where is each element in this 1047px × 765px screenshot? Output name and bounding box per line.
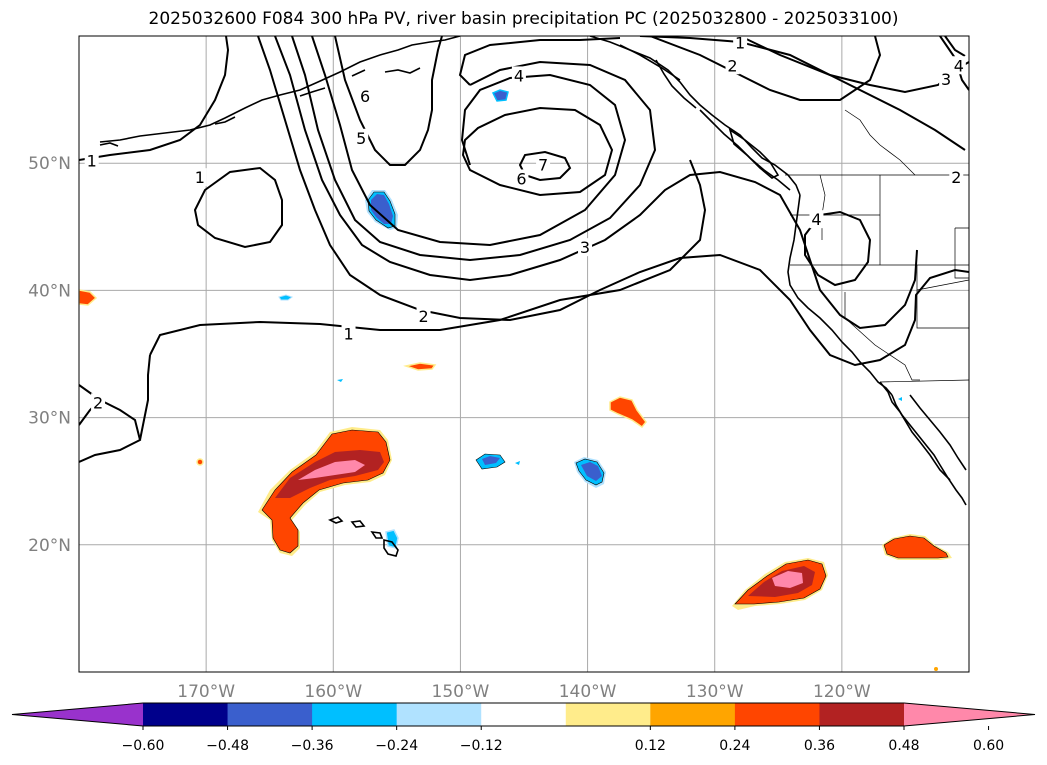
pv-label-background bbox=[358, 86, 373, 105]
pv-contour-label: 3 bbox=[580, 238, 590, 257]
pv-contour-label: 2 bbox=[93, 393, 103, 412]
coastlines bbox=[99, 36, 967, 557]
colorbar: −0.60 −0.48 −0.36 −0.24 −0.12 0.12 0.24 0.36 0.4… bbox=[11, 702, 1036, 754]
colorbar-tick-label: −0.60 bbox=[122, 738, 165, 754]
colorbar-segment bbox=[312, 703, 398, 726]
pv-contour-2 bbox=[257, 36, 969, 367]
colorbar-segment bbox=[819, 703, 905, 726]
pv-contour-label: 7 bbox=[538, 155, 548, 174]
longitude-labels: 170°W 160°W 150°W 140°W 130°W 120°W bbox=[177, 682, 871, 702]
colorbar-segment bbox=[481, 703, 567, 726]
pv-label-background bbox=[91, 393, 106, 412]
colorbar-tick-label: 0.36 bbox=[804, 738, 835, 754]
pv-label-background bbox=[809, 210, 824, 229]
pv-label-background bbox=[416, 306, 431, 325]
pv-contour-label: 3 bbox=[941, 70, 951, 89]
pv-contour-label: 2 bbox=[727, 56, 737, 75]
pv-label-background bbox=[949, 168, 964, 187]
lon-tick-label: 150°W bbox=[432, 682, 490, 702]
colorbar-tick-label: 0.24 bbox=[719, 738, 750, 754]
pv-label-background bbox=[341, 324, 356, 343]
pv-contour-label: 6 bbox=[516, 169, 526, 188]
pv-label-background bbox=[511, 66, 526, 85]
pv-contour-label: 1 bbox=[87, 152, 97, 171]
colorbar-segment bbox=[396, 703, 482, 726]
pv-contour-3 bbox=[274, 36, 918, 330]
colorbar-segment bbox=[565, 703, 651, 726]
pv-contour-1-closed bbox=[193, 166, 283, 249]
pv-contour-label: 4 bbox=[514, 66, 524, 85]
lat-tick-label: 40°N bbox=[28, 281, 71, 301]
colorbar-tick-label: −0.24 bbox=[375, 738, 418, 754]
lon-tick-label: 130°W bbox=[686, 682, 744, 702]
pv-contour-label: 1 bbox=[343, 325, 353, 344]
pv-contour-4 bbox=[291, 36, 657, 262]
colorbar-segment bbox=[650, 703, 736, 726]
lon-tick-label: 120°W bbox=[813, 682, 871, 702]
pv-label-background bbox=[578, 238, 593, 257]
gridlines bbox=[79, 36, 969, 672]
lat-tick-label: 50°N bbox=[28, 154, 71, 174]
pv-contour-label: 2 bbox=[418, 307, 428, 326]
colorbar-extend-max bbox=[904, 703, 1035, 726]
colorbar-segment bbox=[227, 703, 313, 726]
pv-contour-label: 5 bbox=[356, 129, 366, 148]
latitude-labels: 50°N 40°N 30°N 20°N bbox=[28, 154, 71, 556]
precip-positive-shading bbox=[79, 289, 952, 671]
pv-label-background bbox=[536, 155, 551, 174]
map-frame bbox=[78, 35, 970, 673]
pv-label-background bbox=[354, 128, 369, 147]
colorbar-segment bbox=[143, 703, 229, 726]
colorbar-tick-label: −0.36 bbox=[291, 738, 334, 754]
pv-label-background bbox=[84, 151, 99, 170]
pv-contour-label: 6 bbox=[360, 87, 370, 106]
lat-tick-label: 20°N bbox=[28, 536, 71, 556]
colorbar-segment bbox=[734, 703, 820, 726]
colorbar-tick-label: −0.48 bbox=[206, 738, 249, 754]
pv-label-background bbox=[725, 56, 740, 75]
pv-contour-label: 1 bbox=[735, 33, 745, 52]
pv-contour-label: 2 bbox=[951, 168, 961, 187]
map-title: 2025032600 F084 300 hPa PV, river basin … bbox=[148, 9, 899, 29]
colorbar-tick-label: 0.48 bbox=[888, 738, 919, 754]
pv-contour-label: 4 bbox=[954, 56, 964, 75]
lat-tick-label: 30°N bbox=[28, 409, 71, 429]
lon-tick-label: 160°W bbox=[304, 682, 362, 702]
political-borders bbox=[785, 109, 969, 383]
pv-label-background bbox=[733, 36, 748, 52]
precip-blob-137w bbox=[609, 396, 647, 429]
pv-contour-label: 1 bbox=[195, 168, 205, 187]
pv-contour-7 bbox=[518, 150, 572, 182]
lon-tick-label: 170°W bbox=[177, 682, 235, 702]
pv-label-background bbox=[951, 56, 966, 75]
pv-contours bbox=[79, 36, 969, 463]
pv-contour-5 bbox=[311, 36, 627, 247]
pv-label-background bbox=[939, 70, 954, 89]
colorbar-tick-label: −0.12 bbox=[460, 738, 503, 754]
precip-negative-shading bbox=[278, 89, 902, 549]
colorbar-tick-label: 0.60 bbox=[973, 738, 1004, 754]
pv-label-background bbox=[514, 169, 529, 188]
colorbar-extend-min bbox=[12, 703, 143, 726]
lon-tick-label: 140°W bbox=[559, 682, 617, 702]
pv-contour-6 bbox=[334, 36, 443, 166]
colorbar-tick-label: 0.12 bbox=[635, 738, 666, 754]
pv-contour-1-south bbox=[79, 36, 230, 161]
pv-contour-label: 4 bbox=[811, 210, 821, 229]
pv-label-background bbox=[192, 168, 207, 187]
